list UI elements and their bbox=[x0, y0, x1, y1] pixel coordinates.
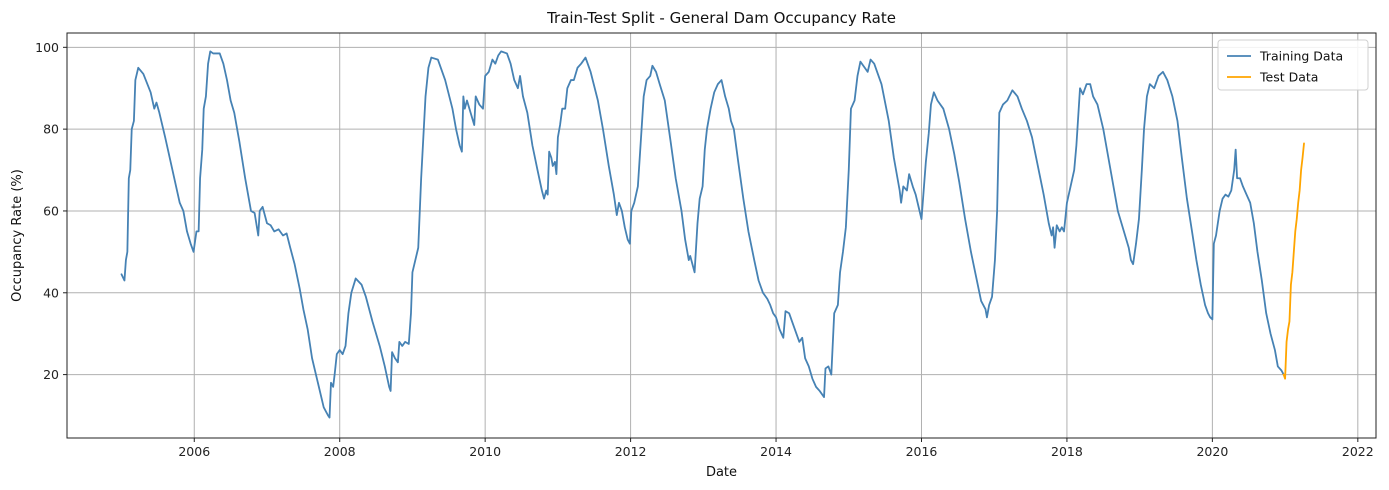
plot-frame bbox=[66, 32, 1377, 439]
test-data-line bbox=[1282, 142, 1305, 380]
x-axis: 2006 2008 2010 2012 2014 2016 2018 2020 2022 bbox=[178, 438, 1374, 459]
x-tick-label: 2008 bbox=[324, 444, 356, 459]
series-layer bbox=[120, 50, 1305, 419]
x-tick-label: 2012 bbox=[615, 444, 647, 459]
y-axis: 20 40 60 80 100 bbox=[35, 40, 67, 382]
x-tick-label: 2010 bbox=[469, 444, 501, 459]
legend-label: Test Data bbox=[1259, 70, 1318, 85]
chart-title: Train-Test Split - General Dam Occupancy… bbox=[546, 9, 896, 27]
y-axis-label: Occupancy Rate (%) bbox=[10, 169, 25, 302]
x-axis-label: Date bbox=[706, 465, 737, 480]
x-tick-label: 2016 bbox=[906, 444, 938, 459]
legend: Training Data Test Data bbox=[1217, 39, 1369, 91]
x-tick-label: 2020 bbox=[1196, 444, 1228, 459]
legend-box bbox=[1217, 39, 1369, 91]
training-data-line bbox=[120, 50, 1285, 419]
x-tick-label: 2022 bbox=[1342, 444, 1374, 459]
y-tick-label: 100 bbox=[35, 40, 59, 55]
y-tick-label: 60 bbox=[43, 203, 59, 218]
legend-label: Training Data bbox=[1259, 49, 1343, 64]
y-tick-label: 20 bbox=[43, 367, 59, 382]
x-tick-label: 2006 bbox=[178, 444, 210, 459]
x-tick-label: 2014 bbox=[760, 444, 792, 459]
y-tick-label: 80 bbox=[43, 122, 59, 137]
grid-lines bbox=[67, 33, 1376, 438]
x-tick-label: 2018 bbox=[1051, 444, 1083, 459]
y-tick-label: 40 bbox=[43, 285, 59, 300]
